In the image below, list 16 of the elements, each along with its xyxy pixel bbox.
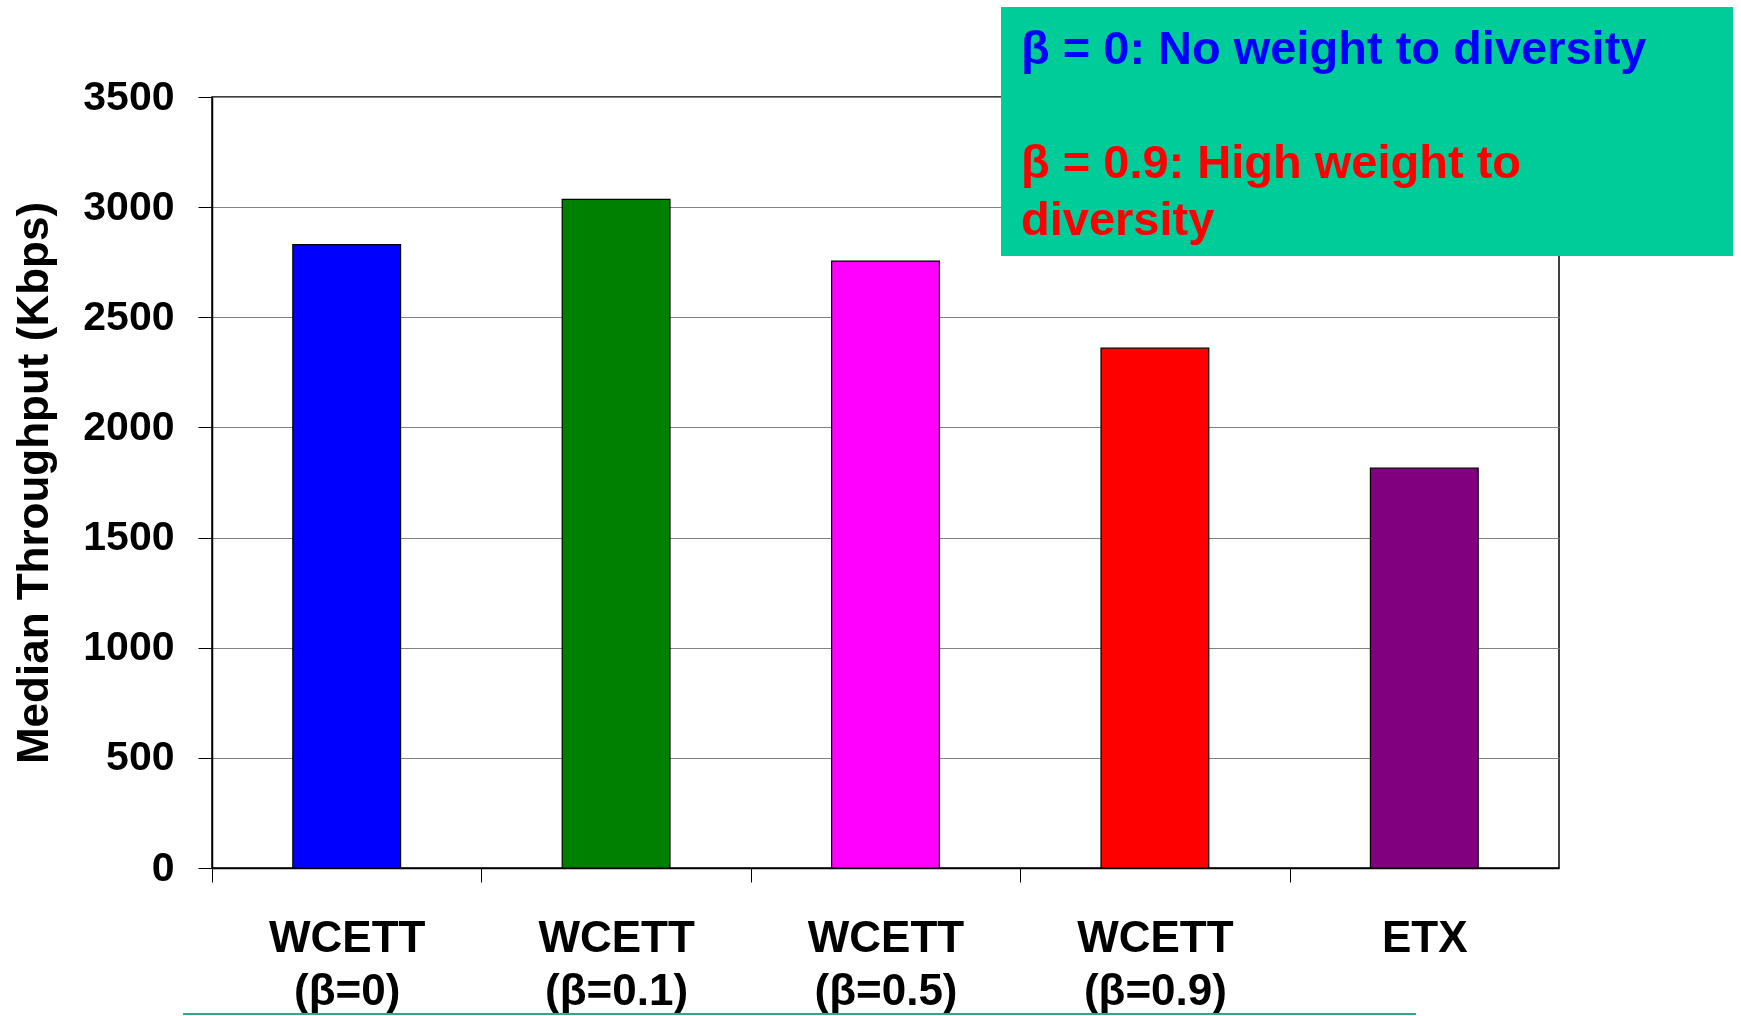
text: β = 0: No weight to diversity xyxy=(1021,20,1648,76)
x-tick-label: WCETT (β=0.9) xyxy=(1077,911,1234,1014)
y-tick-label: 2500 xyxy=(83,292,175,339)
x-tick-label: WCETT (β=0.1) xyxy=(538,911,695,1014)
x-tick-label: ETX xyxy=(1382,911,1468,961)
y-tick-label: 0 xyxy=(151,843,175,890)
annotation: β = 0.9: High weight to diversity xyxy=(1021,134,1523,247)
y-axis-title: Median Throughput (Kbps) xyxy=(8,201,58,765)
y-tick-label: 1000 xyxy=(83,623,175,670)
y-tick-label: 3000 xyxy=(83,182,175,229)
x-tick-label: WCETT (β=0.5) xyxy=(807,911,965,1014)
y-tick-label: 2000 xyxy=(83,402,175,449)
y-tick-label: 500 xyxy=(106,733,175,780)
y-tick-label: 3500 xyxy=(83,72,175,119)
x-tick-label: WCETT (β=0) xyxy=(269,911,426,1014)
y-tick-label: 1500 xyxy=(83,513,175,560)
